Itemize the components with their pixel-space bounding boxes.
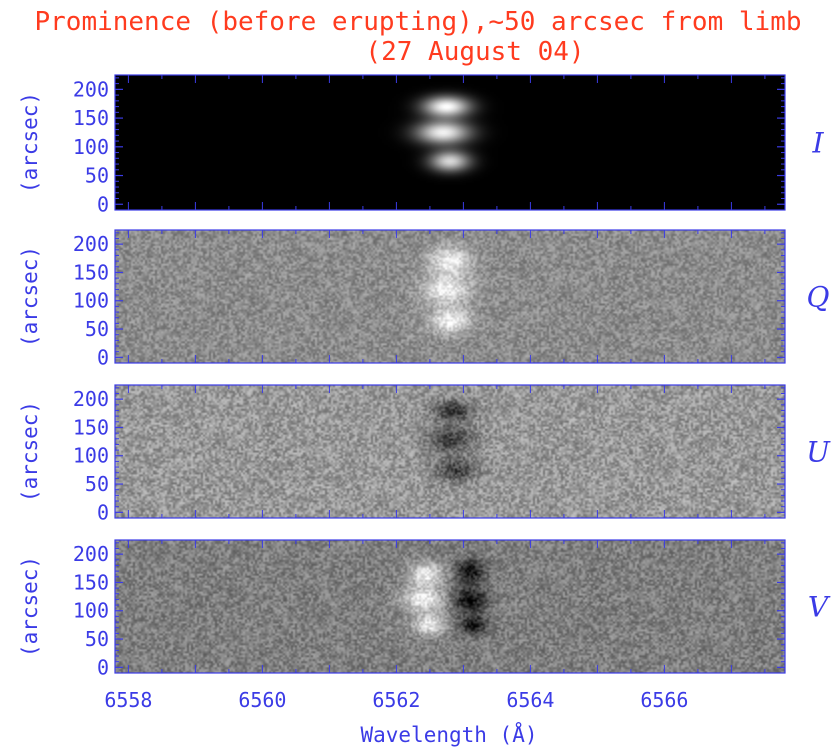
panel-frame [114,384,786,519]
y-tick-label: 50 [85,317,109,341]
heatmap-image-i [115,75,785,210]
chart-title: Prominence (before erupting),~50 arcsec … [34,7,801,37]
y-tick-label: 0 [97,345,109,369]
x-tick-label: 6562 [372,688,420,712]
y-axis-label: (arcsec) [18,246,42,347]
stokes-label-q: Q [807,281,830,314]
chart-subtitle: (27 August 04) [365,37,584,67]
y-tick-label: 50 [85,472,109,496]
x-tick-label: 6560 [238,688,286,712]
stokes-panel-u: 0 50 100 150 200 (arcsec) U [18,384,831,524]
x-tick-label: 6566 [640,688,688,712]
panels-group: 0 50 100 150 200 (arcsec) I 0 50 100 150 200 (arcsec… [18,74,831,679]
x-tick-label: 6558 [104,688,152,712]
x-tick-label: 6564 [506,688,554,712]
y-tick-label: 100 [73,599,109,623]
stokes-label-v: V [808,591,831,624]
stokes-panel-q: 0 50 100 150 200 (arcsec) Q [18,229,830,369]
stokes-label-i: I [811,127,824,160]
y-tick-label: 200 [73,542,109,566]
y-tick-label: 100 [73,444,109,468]
y-tick-label: 200 [73,77,109,101]
y-tick-label: 200 [73,387,109,411]
stokes-panel-v: 0 50 100 150 200 (arcsec) V [18,539,831,679]
y-tick-label: 150 [73,260,109,284]
panel-frame [114,74,786,211]
y-tick-label: 150 [73,106,109,130]
x-axis: 6558 6560 6562 6564 6566 [104,688,688,712]
y-tick-label: 0 [97,500,109,524]
x-axis-label: Wavelength (Å) [360,721,537,747]
heatmap-image-q [115,230,785,363]
panel-frame [114,539,786,674]
y-tick-label: 50 [85,164,109,188]
y-axis-label: (arcsec) [18,556,42,657]
y-tick-label: 50 [85,627,109,651]
heatmap-image-u [115,385,785,518]
heatmap-image-v [115,540,785,673]
stokes-panel-i: 0 50 100 150 200 (arcsec) I [18,74,824,216]
panel-frame [114,229,786,364]
y-tick-label: 0 [97,192,109,216]
y-tick-label: 100 [73,289,109,313]
y-axis-label: (arcsec) [18,92,42,193]
y-axis-label: (arcsec) [18,401,42,502]
y-tick-label: 100 [73,135,109,159]
y-tick-label: 0 [97,655,109,679]
y-tick-label: 150 [73,570,109,594]
stokes-label-u: U [806,436,831,469]
y-tick-label: 150 [73,415,109,439]
y-tick-label: 200 [73,232,109,256]
